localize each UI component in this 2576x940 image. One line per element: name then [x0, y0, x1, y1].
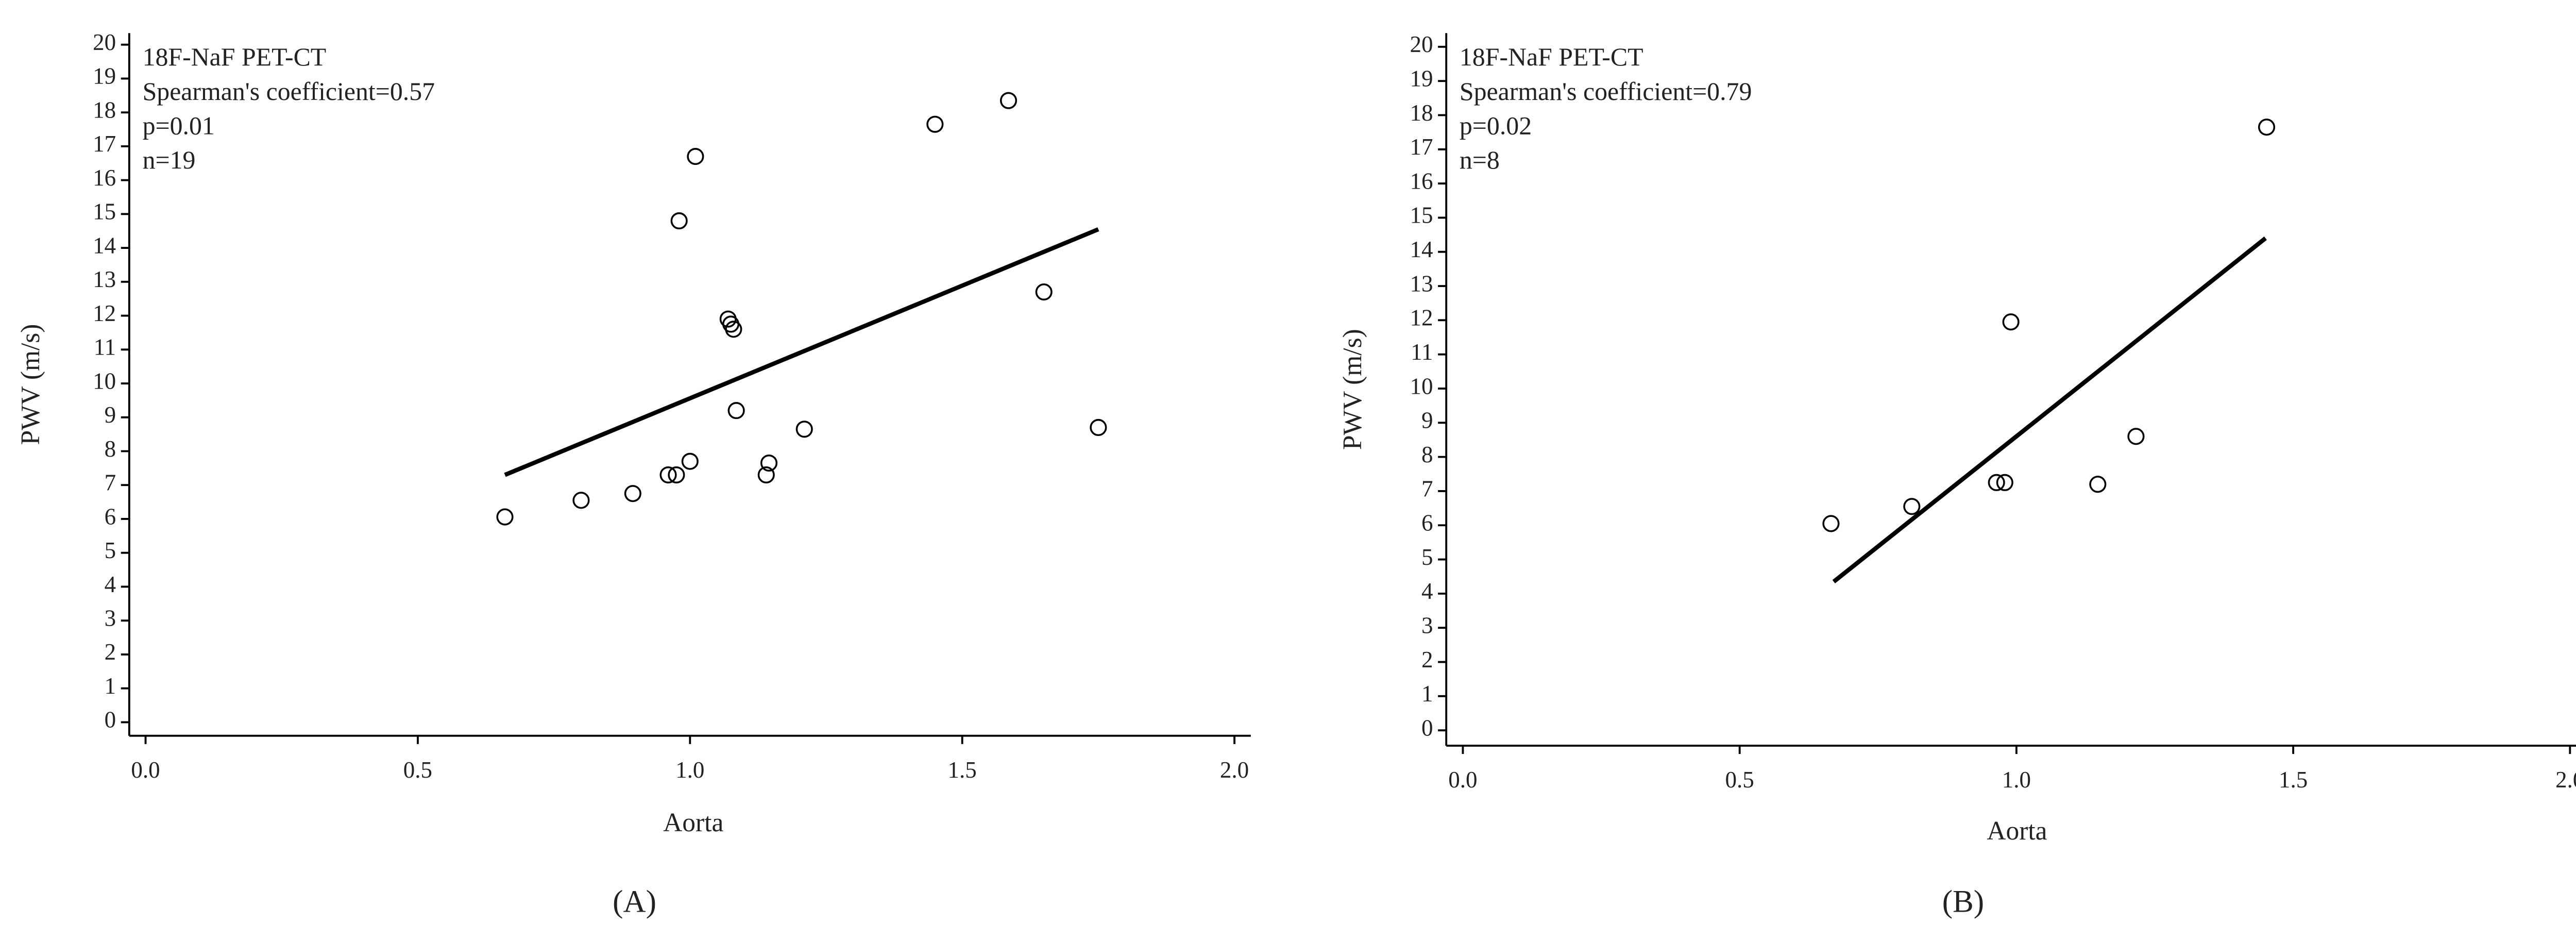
- x-tick-label: 1.5: [948, 757, 977, 783]
- y-tick-label: 6: [1421, 510, 1433, 536]
- y-tick-label: 0: [1421, 715, 1433, 741]
- y-tick-label: 4: [1421, 578, 1433, 604]
- data-point: [926, 115, 944, 133]
- data-point: [999, 92, 1018, 109]
- y-tick-label: 6: [105, 503, 116, 529]
- data-point: [624, 485, 641, 502]
- y-tick-label: 14: [1410, 237, 1433, 262]
- annotation: Spearman's coefficient=0.79: [1460, 77, 1752, 106]
- y-tick-label: 16: [1410, 168, 1433, 194]
- data-point: [687, 148, 704, 165]
- data-point: [727, 402, 745, 419]
- y-tick-label: 2: [1421, 647, 1433, 673]
- y-tick-label: 12: [93, 300, 116, 326]
- data-point: [670, 212, 688, 230]
- y-tick-label: 11: [94, 334, 116, 360]
- data-point: [1903, 498, 1921, 515]
- y-tick-label: 15: [1410, 203, 1433, 228]
- y-tick-label: 19: [93, 63, 116, 89]
- panel-label: (B): [1942, 885, 1984, 919]
- data-point: [2258, 119, 2276, 136]
- data-point: [659, 466, 677, 484]
- data-point: [1035, 283, 1053, 301]
- y-tick-label: 15: [93, 199, 116, 225]
- data-point: [2089, 476, 2107, 493]
- annotation: n=19: [143, 146, 196, 174]
- panel-label: (A): [613, 885, 656, 919]
- x-tick-label: 1.5: [2279, 767, 2308, 793]
- y-tick-label: 5: [1421, 544, 1433, 570]
- y-tick-label: 5: [105, 538, 116, 563]
- data-point: [757, 466, 775, 484]
- y-axis-label: PWV (m/s): [1338, 329, 1367, 450]
- data-point: [668, 466, 685, 484]
- y-tick-label: 11: [1411, 339, 1433, 365]
- data-point: [572, 492, 590, 509]
- x-tick-label: 0.0: [1448, 767, 1477, 793]
- y-tick-label: 10: [93, 368, 116, 394]
- y-tick-label: 8: [1421, 442, 1433, 467]
- y-tick-label: 9: [105, 402, 116, 428]
- y-tick-label: 3: [105, 606, 116, 631]
- data-point: [1988, 474, 2005, 491]
- y-tick-label: 19: [1410, 65, 1433, 91]
- y-axis-label: PWV (m/s): [16, 324, 45, 445]
- y-tick-label: 8: [105, 436, 116, 462]
- x-tick-label: 1.0: [675, 757, 704, 783]
- data-point: [2127, 428, 2145, 445]
- y-tick-label: 1: [1421, 681, 1433, 707]
- y-tick-label: 20: [1410, 31, 1433, 57]
- x-tick-label: 0.0: [131, 757, 160, 783]
- y-tick-label: 16: [93, 165, 116, 191]
- y-tick-label: 9: [1421, 408, 1433, 433]
- x-tick-label: 0.5: [403, 757, 432, 783]
- data-point: [1090, 418, 1107, 437]
- y-tick-label: 17: [93, 131, 116, 157]
- y-tick-label: 7: [1421, 476, 1433, 501]
- y-tick-label: 17: [1410, 134, 1433, 160]
- y-tick-label: 13: [93, 266, 116, 292]
- x-tick-label: 1.0: [2002, 767, 2031, 793]
- x-axis-label: Aorta: [1987, 816, 2047, 846]
- y-tick-label: 3: [1421, 613, 1433, 639]
- data-point: [1996, 474, 2013, 491]
- y-tick-label: 10: [1410, 373, 1433, 399]
- data-point: [1822, 515, 1840, 532]
- y-tick-label: 4: [105, 572, 116, 597]
- y-tick-label: 14: [93, 232, 116, 258]
- annotation: Spearman's coefficient=0.57: [143, 77, 435, 106]
- data-point: [681, 452, 699, 470]
- annotation: p=0.02: [1460, 111, 1532, 140]
- y-tick-label: 12: [1410, 305, 1433, 331]
- y-tick-label: 20: [93, 29, 116, 55]
- y-tick-label: 2: [105, 639, 116, 665]
- annotation: n=8: [1460, 146, 1500, 174]
- x-tick-label: 0.5: [1725, 767, 1754, 793]
- trend-line: [504, 227, 1099, 477]
- data-point: [760, 454, 778, 472]
- data-point: [725, 321, 742, 338]
- y-tick-label: 7: [105, 470, 116, 496]
- annotation: 18F-NaF PET-CT: [1460, 43, 1643, 71]
- x-tick-label: 2.0: [2555, 767, 2576, 793]
- trend-line: [1832, 236, 2267, 583]
- data-point: [496, 508, 514, 526]
- y-tick-label: 18: [93, 97, 116, 123]
- x-axis-label: Aorta: [663, 808, 723, 837]
- annotation: p=0.01: [143, 111, 215, 140]
- y-tick-label: 0: [105, 707, 116, 733]
- y-tick-label: 1: [105, 673, 116, 699]
- data-point: [2002, 313, 2020, 331]
- data-point: [795, 421, 813, 438]
- x-tick-label: 2.0: [1220, 757, 1249, 783]
- y-tick-label: 13: [1410, 271, 1433, 296]
- y-tick-label: 18: [1410, 100, 1433, 126]
- annotation: 18F-NaF PET-CT: [143, 43, 327, 71]
